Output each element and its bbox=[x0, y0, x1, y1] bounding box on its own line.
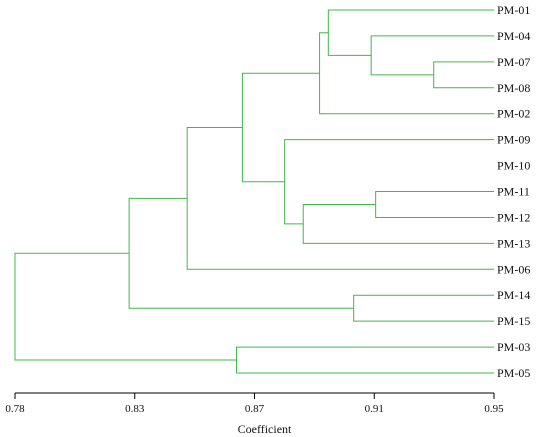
x-tick-label: 0.83 bbox=[125, 403, 145, 415]
branch-8 bbox=[241, 72, 320, 183]
leaf-label: PM-11 bbox=[497, 185, 530, 199]
leaf-label: PM-12 bbox=[497, 210, 530, 224]
leaf-label: PM-08 bbox=[497, 81, 530, 95]
x-axis: 0.78 0.83 0.87 0.91 0.95 Coefficient bbox=[5, 392, 504, 436]
leaf-label: PM-14 bbox=[497, 288, 530, 302]
branch-11 bbox=[128, 197, 354, 309]
branch-13 bbox=[14, 252, 237, 361]
branch-10 bbox=[353, 294, 494, 322]
leaf-labels: PM-01 PM-04 PM-07 PM-08 PM-02 PM-09 PM-10 PM-11… bbox=[497, 3, 530, 380]
leaf-label: PM-13 bbox=[497, 236, 530, 250]
x-tick-label: 0.78 bbox=[5, 403, 25, 415]
leaf-label: PM-04 bbox=[497, 29, 530, 43]
branch-9 bbox=[186, 126, 494, 270]
branch-3 bbox=[327, 9, 494, 56]
branch-12 bbox=[235, 346, 494, 374]
branch-1 bbox=[433, 61, 494, 89]
leaf-label: PM-10 bbox=[497, 159, 530, 173]
leaf-label: PM-15 bbox=[497, 314, 530, 328]
leaf-label: PM-06 bbox=[497, 262, 530, 276]
branch-5 bbox=[375, 191, 494, 218]
leaf-label: PM-07 bbox=[497, 55, 530, 69]
branch-2 bbox=[370, 35, 494, 76]
x-tick-label: 0.95 bbox=[484, 403, 504, 415]
branch-4 bbox=[319, 32, 494, 115]
leaf-label: PM-01 bbox=[497, 3, 530, 17]
x-tick-label: 0.91 bbox=[365, 403, 384, 415]
x-tick-label: 0.87 bbox=[245, 403, 265, 415]
leaf-label: PM-03 bbox=[497, 340, 530, 354]
dendrogram-branches bbox=[14, 9, 494, 374]
leaf-label: PM-05 bbox=[497, 366, 530, 380]
leaf-label: PM-02 bbox=[497, 107, 530, 121]
x-axis-title: Coefficient bbox=[238, 422, 292, 436]
x-axis-ticks: 0.78 0.83 0.87 0.91 0.95 bbox=[5, 393, 504, 415]
branch-7 bbox=[284, 139, 494, 225]
branch-6 bbox=[302, 203, 494, 244]
leaf-label: PM-09 bbox=[497, 133, 530, 147]
